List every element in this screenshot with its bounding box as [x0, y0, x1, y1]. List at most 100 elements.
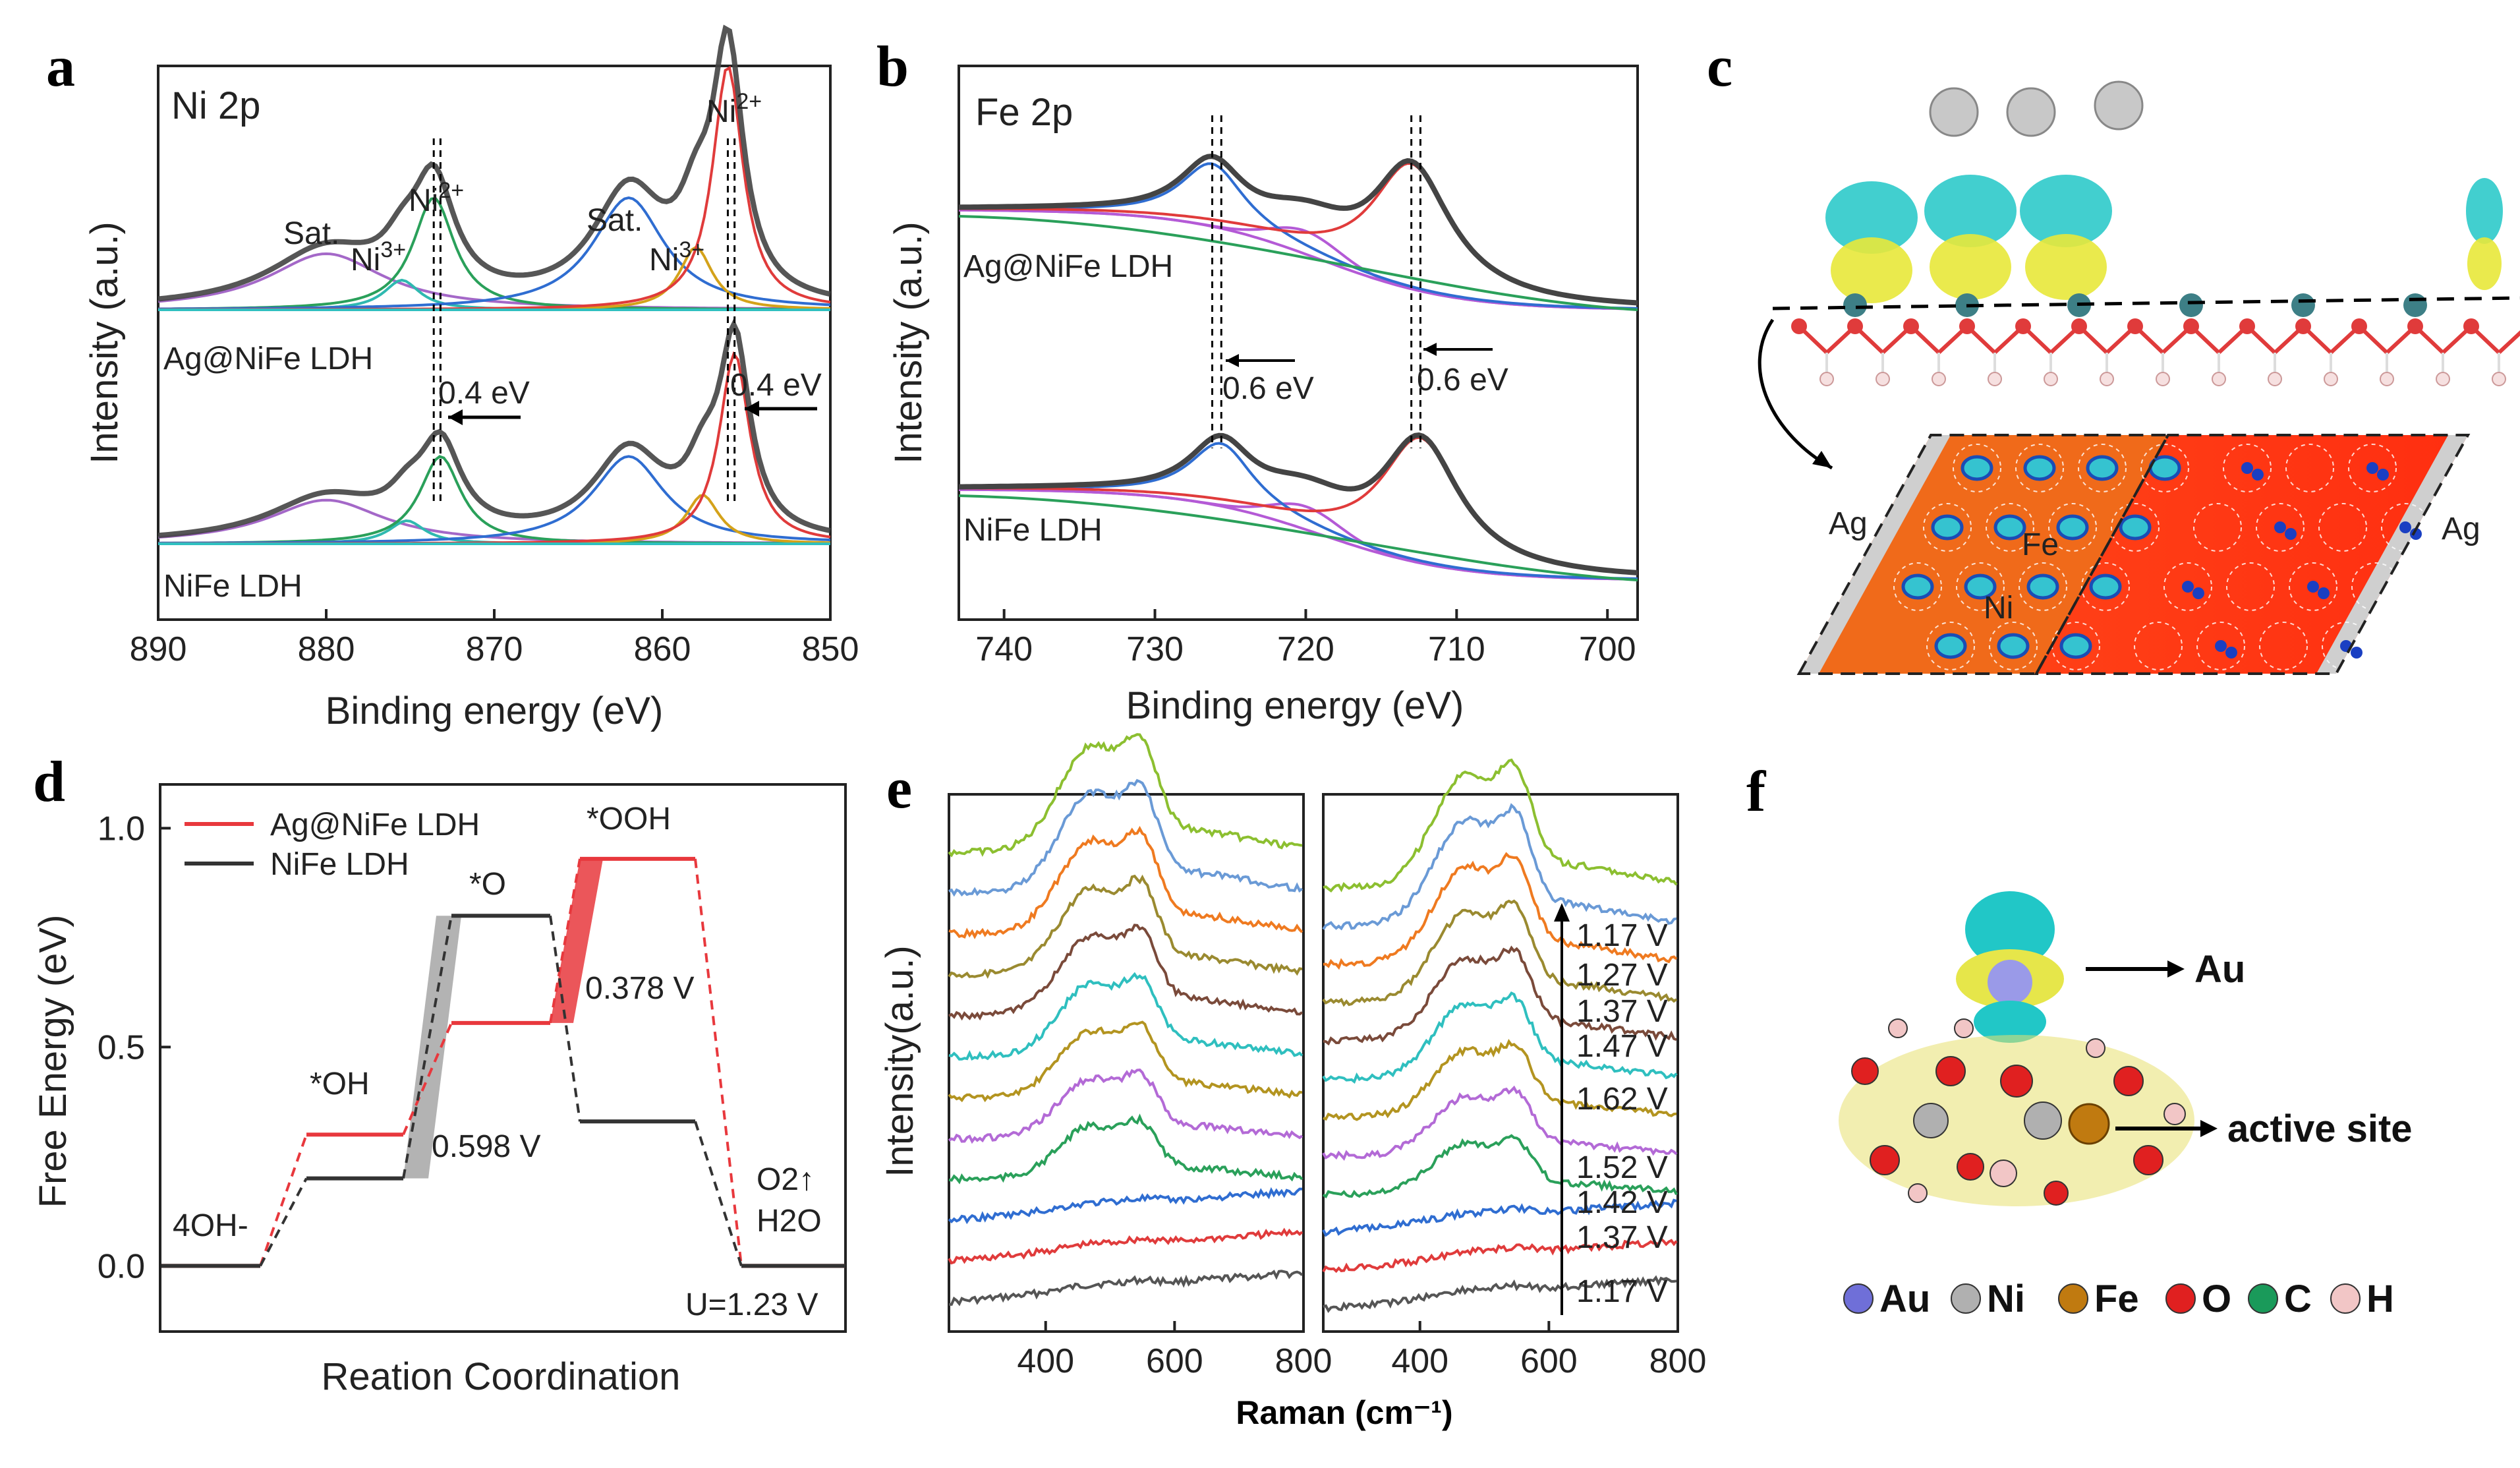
- slice-site-ring: [1893, 562, 1942, 611]
- slice-site-ring: [1956, 562, 2005, 611]
- legend-label-ag: Ag@NiFe LDH: [270, 807, 480, 842]
- panel-e-right-spectrum: [1323, 945, 1677, 1046]
- panel-e-right-frame: [1322, 793, 1679, 1333]
- slice-site-ring: [2289, 562, 2337, 611]
- panel-c-top-atoms: [1929, 80, 2144, 137]
- panel-b-shift-1: 0.6 eV: [1222, 371, 1314, 406]
- panel-d-connector-0: [694, 858, 743, 1266]
- oxygen-atom: [1903, 318, 1919, 334]
- panel-c-slice-left: [1799, 435, 2168, 674]
- panel-d-y-tick-label: 0.0: [98, 1247, 145, 1285]
- legend-label-h: H: [2366, 1277, 2394, 1320]
- state-label-4oh: 4OH-: [173, 1208, 248, 1243]
- legend-label-au: Au: [1879, 1277, 1930, 1320]
- panel-b-green-component: [958, 494, 1638, 581]
- panel-e-right-spectrum: [1323, 1275, 1677, 1313]
- panel-a-fit-component: [158, 278, 830, 311]
- panel-e-voltage-label: 1.17 V: [1576, 918, 1668, 953]
- panel-e-right-spectrum: [1322, 899, 1678, 1007]
- panel-d-letter: d: [33, 750, 65, 814]
- panel-a-xlabel: Binding energy (eV): [326, 690, 664, 732]
- panel-e-x-tick-label: 800: [1275, 1342, 1332, 1380]
- panel-e-left-spectrum: [948, 1113, 1303, 1185]
- panel-b-x-tick-label: 710: [1428, 630, 1485, 668]
- panel-f-cluster: [1839, 891, 2194, 1206]
- slice-charge-spot: [2086, 455, 2119, 481]
- panel-f: f Au active site Au Ni Fe O C H: [1746, 760, 2413, 1320]
- panel-e-voltage-label: 1.17 V: [1576, 1274, 1668, 1309]
- panel-e-x-tick-label: 800: [1649, 1342, 1707, 1380]
- panel-a-ylabel: Intensity (a.u.): [83, 221, 126, 463]
- lattice-bond: [2077, 324, 2137, 356]
- panel-c-slice: [1796, 434, 2471, 675]
- ag-atom: [2094, 80, 2144, 131]
- panel-e-left-spectrum: [948, 874, 1303, 979]
- cluster-atom: [2044, 1181, 2069, 1206]
- panel-e-right-spectrum: [1322, 803, 1677, 931]
- slice-charge-dot: [2215, 640, 2227, 652]
- cluster-atom: [1913, 1103, 1949, 1138]
- legend-swatch-h: [2330, 1283, 2361, 1314]
- slice-charge-dot: [2285, 528, 2297, 540]
- panel-e-voltage-label: 1.47 V: [1576, 1029, 1668, 1064]
- panel-e-right-spectrum: [1322, 1134, 1678, 1198]
- panel-b-letter: b: [876, 35, 909, 99]
- panel-c-label-ag-right: Ag: [2442, 512, 2480, 546]
- panel-d-connector-1: [402, 915, 453, 1179]
- slice-site-ring: [2256, 503, 2305, 552]
- hydrogen-atom: [2156, 372, 2170, 386]
- lattice-bond: [1853, 324, 1913, 356]
- oxygen-atom: [1959, 318, 1975, 334]
- oxygen-atom: [1791, 318, 1807, 334]
- panel-a-peak-label: Ni2+: [706, 89, 762, 129]
- panel-b-frame: [958, 65, 1639, 621]
- lattice-bond: [2189, 324, 2249, 356]
- lattice-bond: [2469, 324, 2520, 356]
- panel-a-peak-label: Sat.: [587, 203, 643, 238]
- state-label-o2: O2↑: [757, 1162, 815, 1197]
- panel-e-left-spectrum: [949, 1270, 1303, 1307]
- panel-e-x-tick-label: 600: [1146, 1342, 1203, 1380]
- hydrogen-atom: [1932, 372, 1946, 386]
- panel-e-left-spectrum: [948, 1227, 1303, 1265]
- charge-lobe: [2467, 237, 2502, 290]
- panel-a-letter: a: [46, 35, 75, 99]
- slice-site-ring: [1953, 444, 2001, 492]
- panel-e-voltage-label: 1.52 V: [1576, 1150, 1668, 1185]
- charge-lobe: [2020, 175, 2112, 247]
- hydrogen-atom: [2380, 372, 2394, 386]
- slice-charge-dot: [2351, 647, 2362, 659]
- slice-site-ring: [2134, 622, 2183, 670]
- panel-a-envelope-0: [158, 24, 831, 302]
- metal-atom: [1843, 293, 1867, 317]
- cluster-atom: [2086, 1038, 2105, 1058]
- panel-d-frame: [159, 783, 847, 1333]
- oxygen-atom: [2071, 318, 2087, 334]
- lattice-bond: [2301, 324, 2361, 356]
- panel-e-voltage-label: 1.37 V: [1576, 994, 1668, 1029]
- slice-site-ring: [2163, 562, 2212, 611]
- panel-b-arrowhead-1: [1226, 354, 1239, 367]
- panel-c-letter: c: [1707, 35, 1732, 99]
- panel-c-slice-dots: [1893, 444, 2430, 670]
- slice-site-ring: [2111, 503, 2160, 552]
- cluster-atom: [1851, 1057, 1879, 1085]
- barrier-label-ag: 0.378 V: [585, 971, 694, 1006]
- panel-b-envelope-0: [958, 154, 1638, 306]
- charge-lobe: [2025, 234, 2107, 300]
- cluster-atom: [1888, 1018, 1908, 1038]
- slice-charge-spot: [2059, 633, 2092, 659]
- lattice-bond: [2413, 324, 2473, 356]
- hydrogen-atom: [1988, 372, 2002, 386]
- slice-site-ring: [2048, 503, 2097, 552]
- panel-a-sample-bottom: NiFe LDH: [163, 569, 302, 604]
- panel-a-fit-component: [158, 252, 831, 310]
- oxygen-atom: [2127, 318, 2143, 334]
- panel-e-left-spectrum: [948, 1187, 1302, 1225]
- cluster-atom: [1935, 1056, 1966, 1086]
- panel-e-left-spectrum: [948, 825, 1303, 939]
- au-atom: [1988, 960, 2032, 1005]
- panel-e-voltage-label: 1.27 V: [1576, 958, 1668, 993]
- fe-active-site-atom: [2068, 1103, 2110, 1145]
